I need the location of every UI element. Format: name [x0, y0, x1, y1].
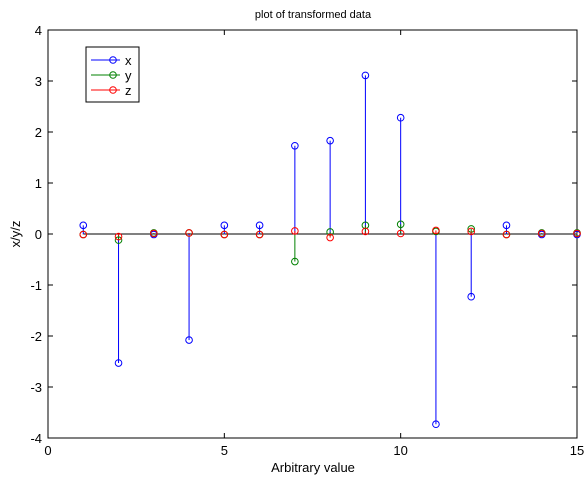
- x-tick-label: 5: [221, 443, 228, 458]
- stem-marker-z: [361, 227, 370, 236]
- stem-marker-z: [291, 227, 299, 235]
- stem-marker-x: [396, 113, 405, 122]
- stem-marker-z: [79, 230, 88, 239]
- stem-marker-x: [185, 336, 193, 344]
- stem-marker-x: [467, 292, 476, 301]
- y-tick-label: 1: [35, 176, 42, 191]
- legend-marker-y: [109, 71, 117, 79]
- chart-title: plot of transformed data: [255, 9, 372, 21]
- series-z: [79, 226, 581, 242]
- stem-marker-z: [185, 229, 193, 237]
- y-tick-label: -1: [30, 278, 42, 293]
- stem-marker-y: [114, 236, 123, 244]
- legend: xyz: [85, 46, 140, 103]
- stem-marker-z: [502, 230, 511, 239]
- stem-marker-z: [114, 232, 123, 241]
- y-axis-label: x/y/z: [8, 221, 23, 248]
- stem-marker-z: [432, 226, 440, 235]
- stem-marker-x: [114, 359, 123, 367]
- stem-marker-z: [326, 233, 334, 242]
- axis-ticks-layer: 0 5 10 15 -4 -3 -2 -1 0 1 2 3 4: [30, 23, 584, 458]
- legend-label-x: x: [125, 53, 132, 68]
- series-x: [79, 71, 581, 429]
- y-tick-label: 2: [35, 125, 42, 140]
- stem-marker-z: [573, 229, 581, 238]
- stem-marker-z: [396, 229, 405, 238]
- stem-marker-x: [361, 71, 370, 80]
- stem-marker-x: [220, 221, 229, 230]
- stem-marker-x: [432, 420, 440, 429]
- stem-marker-z: [255, 230, 264, 239]
- legend-label-z: z: [125, 83, 132, 98]
- legend-label-y: y: [125, 68, 132, 83]
- stem-marker-y: [291, 257, 299, 266]
- y-tick-label: -2: [30, 329, 42, 344]
- stems-layer: [79, 71, 581, 429]
- stem-marker-x: [291, 141, 299, 150]
- stem-marker-x: [79, 221, 88, 230]
- y-tick-label: 0: [35, 227, 42, 242]
- legend-marker-z: [109, 86, 117, 94]
- stem-marker-z: [467, 227, 476, 236]
- y-tick-label: 4: [35, 23, 42, 38]
- x-axis-label: Arbitrary value: [271, 460, 355, 475]
- stem-marker-x: [502, 221, 511, 230]
- stem-marker-x: [326, 136, 334, 145]
- y-tick-label: -3: [30, 380, 42, 395]
- stem-marker-y: [396, 220, 405, 229]
- stem-marker-z: [537, 229, 546, 238]
- y-tick-label: -4: [30, 431, 42, 446]
- x-tick-label: 15: [570, 443, 584, 458]
- stem-marker-x: [255, 221, 264, 230]
- x-tick-label: 10: [393, 443, 407, 458]
- x-tick-label: 0: [44, 443, 51, 458]
- stem-marker-z: [150, 229, 158, 238]
- stem-marker-z: [220, 230, 229, 239]
- y-tick-label: 3: [35, 74, 42, 89]
- legend-marker-x: [109, 56, 117, 64]
